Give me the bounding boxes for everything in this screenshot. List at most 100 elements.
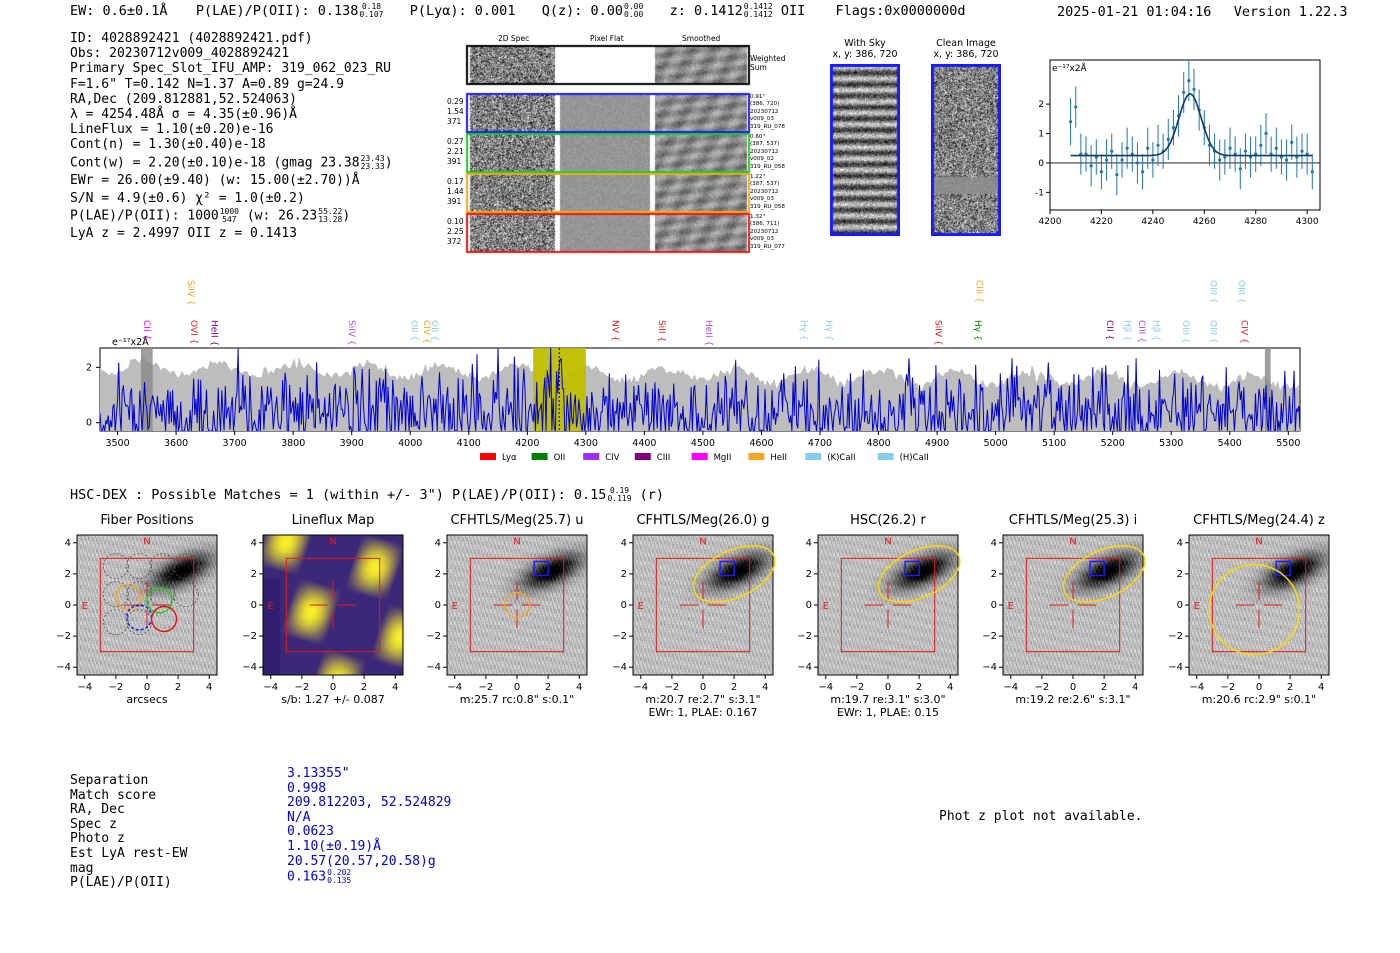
spec2d-row-meta: 20230712 [750, 148, 779, 155]
ellipse-aperture [1062, 545, 1146, 603]
zoom-fit-curve [1070, 92, 1313, 157]
spec2d-header-2dspec: 2D Spec [498, 34, 530, 43]
zoom-xtick-label: 4220 [1090, 217, 1113, 227]
spec-legend-label: HeII [770, 453, 787, 463]
fiber-circle [103, 553, 129, 579]
compass-north-label: N [513, 536, 520, 547]
match-value: 0.163 0.202 0.135 [287, 869, 451, 885]
cutout-panel: Fiber Positions N E −4 −4 −2 −2 0 0 2 2 4 4 arcsecs [55, 513, 255, 743]
contw-close: ) [384, 155, 393, 171]
match-marker-box [1089, 560, 1105, 577]
zoom-point [1068, 120, 1073, 124]
cutout-ytick-label: −2 [426, 631, 441, 642]
spec2d-row-right-label: 1.32" (386, 711) 20230712 v009_03 319_RU_077 [750, 214, 785, 251]
spec2d-header-smoothed: Smoothed [682, 34, 721, 43]
spec-legend-label: CIII [657, 453, 670, 463]
spec2d-row-meta: 319_RU_078 [750, 123, 785, 130]
spec-xtick-label: 5400 [1218, 438, 1242, 449]
spec2d-row-value: 1.54 [447, 107, 464, 116]
cutout-xtick-label: −4 [77, 682, 92, 693]
compass-east-label: E [1008, 601, 1014, 612]
cutout-ytick-label: 4 [1177, 538, 1183, 549]
spec-line-marker-label: OIII { [1208, 320, 1218, 344]
contw-hi: 23.43 [360, 153, 385, 163]
match-marker-box [719, 560, 735, 577]
cutout-caption: m:25.7 rc:0.8" s:0.1" [459, 693, 575, 706]
zoom-point [1310, 170, 1314, 174]
cutout-ytick-label: −2 [982, 631, 997, 642]
ellipse-aperture [877, 545, 961, 603]
info-plae-hi: 1000 [219, 207, 239, 217]
clean-xy: x, y: 386, 720 [933, 49, 999, 60]
spec-xtick-label: 3600 [164, 438, 188, 449]
spec-legend-label: Lyα [502, 453, 517, 463]
zoom-xtick-label: 4260 [1193, 217, 1216, 227]
cutout-ytick-label: 0 [1177, 600, 1183, 611]
cutout-xtick-label: 4 [762, 682, 768, 693]
spec-ytick-label: 2 [86, 362, 92, 373]
match-value: N/A [287, 809, 311, 825]
info-line: Primary Spec_Slot_IFU_AMP: 319_062_023_R… [70, 61, 391, 77]
qz-value: 0.00 [590, 3, 624, 19]
zoom-point [1166, 137, 1170, 142]
cutout-xtick-label: 2 [175, 682, 181, 693]
plae-hi: 0.18 [361, 2, 382, 11]
cutout-xtick-label: 2 [545, 682, 551, 693]
info-line: EWr = 26.00(±9.40) (w: 15.00(±2.70))Å [70, 172, 360, 188]
cutout-ytick-label: −2 [242, 631, 257, 642]
spec2d-row-right-label: 0.60" (387, 537) 20230712 v009_02 319_RU_058 [750, 134, 785, 171]
cutout-frame [262, 534, 404, 676]
spec2d-image [465, 44, 755, 256]
fiber-circle [150, 605, 178, 633]
compass-east-label: E [638, 601, 644, 612]
cutout-panel: CFHTLS/Meg(24.4) z N E −4 −4 −2 −2 0 0 2 2 4 4 m:20.6… [1167, 513, 1367, 743]
spec2d-row-value: 2.21 [447, 147, 464, 156]
spec2d-header-pixelflat: Pixel Flat [590, 34, 624, 43]
hsc-hi: 0.19 [609, 486, 630, 495]
cutout-ytick-label: 4 [621, 538, 627, 549]
cutout-panel: HSC(26.2) r N E −4 −4 −2 −2 0 0 2 2 4 4 m:19.7 re:3.1… [796, 513, 996, 743]
cutout-xtick-label: −2 [295, 682, 310, 693]
spec-legend-swatch [480, 453, 496, 460]
cutout-xtick-label: 0 [885, 682, 891, 693]
cutout-overlay: N E −4 −4 −2 −2 0 0 2 2 4 4 [612, 534, 776, 693]
spec2d-row-meta: 319_RU_077 [750, 243, 785, 250]
spec-line-marker-label: OII { [429, 320, 439, 341]
zoom-point [1259, 143, 1263, 147]
info-plae-text: P(LAE)/P(OII): 1000 [70, 208, 219, 224]
spec2d-row-value: 391 [447, 157, 462, 166]
zoom-point [1156, 143, 1160, 147]
fiber-circle [146, 587, 173, 614]
cutout-overlay: N E −4 −4 −2 −2 0 0 2 2 4 4 [797, 534, 961, 693]
plae-value: 0.138 [317, 3, 359, 19]
cutout-frame [1002, 534, 1144, 676]
spec-xtick-label: 4200 [515, 438, 539, 449]
cutout-xtick-label: −4 [633, 682, 648, 693]
match-label: Match score [70, 787, 157, 803]
match-value: 20.57(20.57,20.58)g [287, 853, 436, 869]
info-line: ID: 4028892421 (4028892421.pdf) [70, 31, 313, 46]
zoom-point [1192, 87, 1196, 92]
match-value: 3.13355" [287, 766, 350, 781]
cutout-caption: arcsecs [126, 693, 168, 706]
spec-xtick-label: 4000 [398, 438, 422, 449]
plae-label: P(LAE)/P(OII): [195, 3, 310, 19]
spec2d-row-value: 0.17 [447, 177, 464, 186]
hsc-tail: (r) [639, 487, 665, 503]
spec2d-panel: 2D Spec Pixel Flat Smoothed Weighted Sum… [440, 32, 800, 257]
spec-xtick-label: 4400 [632, 438, 656, 449]
cutout-caption-2: EWr: 1, PLAE: 0.167 [648, 706, 758, 719]
spec-edge-mask [1264, 348, 1271, 431]
cutout-overlay: N E −4 −4 −2 −2 0 0 2 2 4 4 [1168, 534, 1330, 693]
spec-legend-label: MgII [714, 453, 732, 463]
hsc-text: HSC-DEX : Possible Matches = 1 (within +… [70, 487, 607, 503]
qz-lo: 0.00 [624, 10, 644, 19]
cutout-xtick-label: 4 [576, 682, 582, 693]
cutout-ytick-label: −4 [56, 662, 71, 673]
hsc-lo: 0.119 [607, 494, 632, 503]
cutout-xtick-label: 4 [206, 682, 212, 693]
spec-edge-mask [140, 348, 153, 431]
spec-xtick-label: 4700 [808, 438, 832, 449]
zoom-ytick-label: -1 [1035, 188, 1044, 198]
cutout-caption: s/b: 1.27 +/- 0.087 [281, 693, 385, 706]
